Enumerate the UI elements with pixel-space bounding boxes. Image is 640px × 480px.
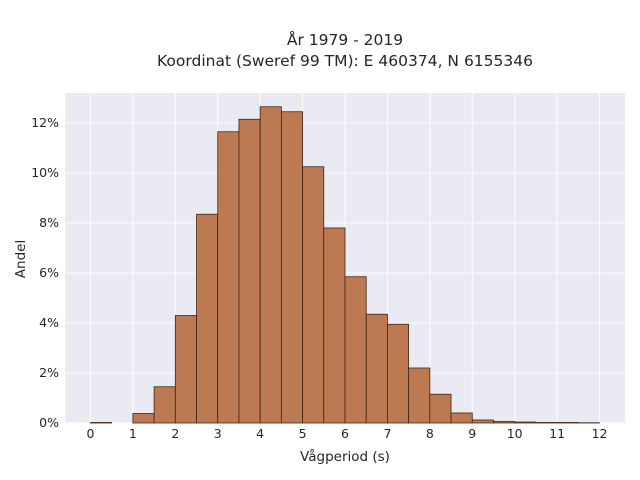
x-tick-label: 12 [592,426,608,441]
histogram-bar [450,412,473,424]
y-tick-label: 12% [31,115,59,130]
x-tick-label: 10 [507,426,523,441]
x-tick-label: 1 [129,426,137,441]
y-tick-label: 8% [39,215,59,230]
y-axis-ticks: 0% 2% 4% 6% 8% 10% 12% [31,115,59,430]
histogram-bar [323,227,346,424]
x-tick-label: 4 [256,426,264,441]
histogram-bar [365,313,388,424]
histogram-bar [493,421,516,424]
histogram-bar [238,118,261,424]
histogram-bar [217,131,240,424]
x-axis-label: Vågperiod (s) [300,448,390,465]
x-tick-label: 11 [549,426,565,441]
histogram-bar [174,315,197,424]
y-tick-label: 0% [39,415,59,430]
x-tick-label: 9 [468,426,476,441]
histogram-bar [132,413,155,424]
chart-title-line-1: År 1979 - 2019 [287,30,403,49]
histogram-bar [556,422,579,424]
x-tick-label: 8 [426,426,434,441]
x-axis-ticks: 0 1 2 3 4 5 6 7 8 9 10 11 12 [86,426,607,441]
y-tick-label: 10% [31,165,59,180]
x-tick-label: 7 [383,426,391,441]
y-axis-label: Andel [13,240,29,278]
chart-title-line-2: Koordinat (Sweref 99 TM): E 460374, N 61… [157,52,533,70]
histogram-bar [429,393,452,424]
x-tick-label: 5 [299,426,307,441]
y-tick-label: 2% [39,365,59,380]
histogram-bar [153,386,176,424]
x-tick-label: 0 [86,426,94,441]
histogram-bar [408,367,431,424]
histogram-bar [387,323,410,424]
x-tick-label: 6 [341,426,349,441]
histogram-bar [259,106,282,424]
histogram-bars [90,106,600,424]
histogram-bar [535,422,558,424]
x-tick-label: 3 [214,426,222,441]
y-tick-label: 4% [39,315,59,330]
histogram-bar [90,422,113,424]
y-tick-label: 6% [39,265,59,280]
histogram-bar [344,276,367,424]
x-tick-label: 2 [171,426,179,441]
histogram-bar [302,166,325,424]
histogram-bar [280,111,303,424]
histogram-bar [471,419,494,424]
histogram-bar [514,421,537,424]
histogram-bar [196,213,219,424]
